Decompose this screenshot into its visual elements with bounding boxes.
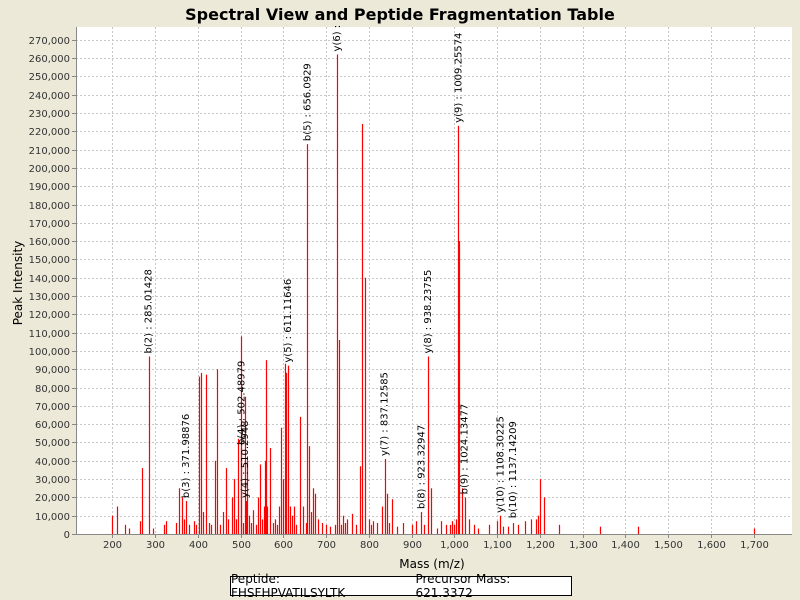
y-tick-label: 120,000 [29, 310, 70, 321]
y-tick-label: 180,000 [29, 201, 70, 212]
peak-annotation-label: y(5) : 611.11646 [283, 279, 294, 363]
y-tick-label: 150,000 [29, 255, 70, 266]
peak-annotation-label: b(5) : 656.0929 [302, 63, 313, 141]
axes: 0 10,000 20,000 30,000 40,000 50,000 60,000 70,… [29, 27, 792, 551]
grid [76, 27, 792, 534]
x-tick-label: 1,500 [654, 540, 683, 551]
peak-annotation-label: y(9) : 1009.25574 [453, 33, 464, 123]
y-tick-label: 130,000 [29, 292, 70, 303]
peak-annotation-label: b(9) : 1024.13477 [460, 404, 471, 495]
y-tick-label: 160,000 [29, 237, 70, 248]
peaks-layer [111, 54, 756, 534]
y-tick-label: 260,000 [29, 54, 70, 65]
y-tick-label: 40,000 [35, 457, 70, 468]
x-tick-label: 900 [403, 540, 422, 551]
y-tick-label: 100,000 [29, 347, 70, 358]
x-tick-label: 1,200 [526, 540, 555, 551]
x-tick-label: 1,000 [440, 540, 469, 551]
x-tick-label: 400 [189, 540, 208, 551]
x-tick-label: 1,700 [740, 540, 769, 551]
y-tick-label: 20,000 [35, 493, 70, 504]
x-tick-label: 700 [317, 540, 336, 551]
y-tick-label: 270,000 [29, 36, 70, 47]
annotations-layer: b(2) : 285.01428 b(3) : 371.98876 b(4) : 5… [144, 25, 519, 518]
y-tick-label: 60,000 [35, 420, 70, 431]
y-tick-label: 190,000 [29, 182, 70, 193]
peak-annotation-label: y(7) : 837.12585 [380, 372, 391, 456]
y-tick-label: 10,000 [35, 512, 70, 523]
x-axis-label: Mass (m/z) [399, 557, 464, 571]
y-tick-label: 140,000 [29, 274, 70, 285]
x-tick-label: 500 [232, 540, 251, 551]
peak-annotation-label: b(2) : 285.01428 [144, 269, 155, 353]
peptide-label: Peptide: FHSFHPVATILSYLTK [231, 572, 346, 600]
x-tick-label: 1,400 [611, 540, 640, 551]
peak-annotation-label: b(8) : 923.32947 [417, 425, 428, 509]
y-tick-label: 220,000 [29, 127, 70, 138]
x-tick-label: 300 [146, 540, 165, 551]
peak-annotation-label: y(8) : 938.23755 [423, 270, 434, 354]
plot-area [76, 27, 792, 534]
peak-annotation-label: b(3) : 371.98876 [181, 414, 192, 498]
x-tick-label: 800 [360, 540, 379, 551]
peak-annotation-label: y(6) : [332, 25, 343, 52]
peak-annotation-label: y(10) : 1108.30225 [496, 416, 507, 513]
y-tick-label: 70,000 [35, 402, 70, 413]
x-tick-label: 1,100 [483, 540, 512, 551]
y-tick-label: 30,000 [35, 475, 70, 486]
x-tick-label: 1,300 [569, 540, 598, 551]
x-tick-label: 600 [274, 540, 293, 551]
y-tick-label: 170,000 [29, 219, 70, 230]
x-tick-label: 200 [103, 540, 122, 551]
legend-box: Peptide: FHSFHPVATILSYLTK Precursor Mass… [230, 572, 572, 600]
y-tick-label: 0 [64, 530, 70, 541]
y-tick-label: 210,000 [29, 146, 70, 157]
peak-annotation-label: b(10) : 1137.14209 [508, 421, 519, 518]
x-tick-label: 1,600 [697, 540, 726, 551]
precursor-mass-label: Precursor Mass: 621.3372 [415, 572, 511, 600]
y-tick-label: 250,000 [29, 72, 70, 83]
peak-annotation-label: b(4) : 502.48979 [237, 361, 248, 445]
y-tick-label: 90,000 [35, 365, 70, 376]
y-tick-label: 50,000 [35, 438, 70, 449]
y-tick-label: 200,000 [29, 164, 70, 175]
y-tick-label: 230,000 [29, 109, 70, 120]
peak-annotation-label: y(4) : 510.2948 [240, 421, 251, 499]
chart-title: Spectral View and Peptide Fragmentation … [185, 5, 615, 24]
y-tick-label: 80,000 [35, 384, 70, 395]
y-tick-label: 110,000 [29, 329, 70, 340]
y-axis-label: Peak Intensity [11, 241, 25, 326]
y-tick-label: 240,000 [29, 91, 70, 102]
